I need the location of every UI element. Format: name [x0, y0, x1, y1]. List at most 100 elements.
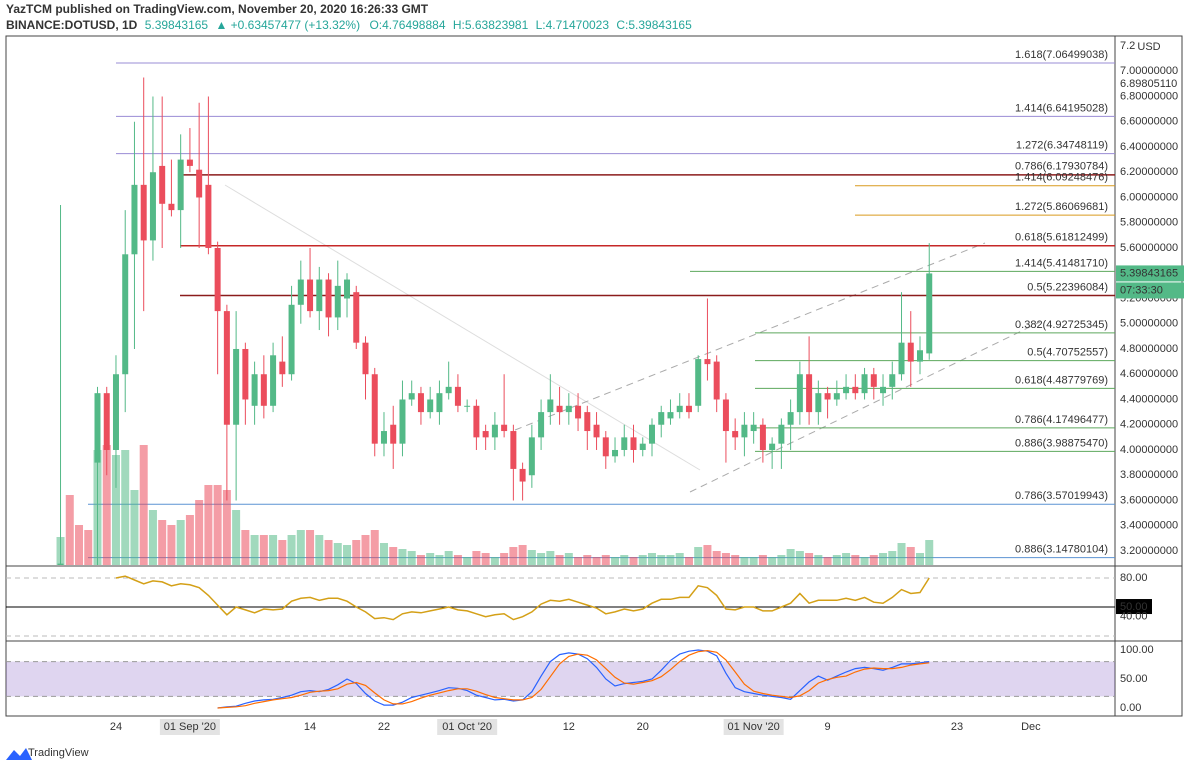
y-tick-label: 6.00000000 [1120, 191, 1178, 203]
y-tick-label: 4.40000000 [1120, 393, 1178, 405]
fib-label: 1.272(6.34748119) [1016, 140, 1108, 152]
volume-bar [879, 553, 888, 565]
candle-body [316, 279, 323, 312]
candle-body [741, 424, 748, 438]
volume-bar [869, 555, 878, 565]
x-tick-label: 24 [110, 721, 122, 733]
fib-label: 1.414(6.09248476) [1015, 172, 1108, 184]
candle-body [334, 285, 341, 318]
candle-body [630, 437, 637, 450]
candle-body [122, 254, 129, 375]
candle-body [103, 393, 110, 450]
candle-body [695, 359, 702, 406]
volume-bar [416, 555, 425, 565]
volume-bar [814, 555, 823, 565]
candle-body [297, 279, 304, 305]
volume-bar [564, 553, 573, 565]
volume-bar [250, 535, 259, 565]
candle-body [233, 348, 240, 425]
candle-body [824, 393, 831, 400]
volume-bar [546, 551, 555, 565]
candle-body [177, 159, 184, 211]
volume-bar [592, 557, 601, 565]
x-tick-label: 9 [825, 721, 831, 733]
y-tick-label: 7.00000000 [1120, 65, 1178, 77]
candle-body [205, 184, 212, 248]
candle-body [713, 361, 720, 400]
volume-bar [472, 551, 481, 565]
x-tick-label: 22 [378, 721, 390, 733]
channel-lower [689, 321, 1041, 493]
candle-body [168, 203, 175, 211]
volume-bar [537, 553, 546, 565]
candle-body [344, 279, 351, 299]
candle-body [621, 437, 628, 450]
candle-body [547, 399, 554, 413]
volume-bar [768, 557, 777, 565]
volume-bar [435, 555, 444, 565]
symbol: BINANCE:DOTUSD, 1D [6, 18, 138, 32]
volume-bar [832, 555, 841, 565]
x-tick-label: Dec [1021, 721, 1041, 733]
fib-label: 0.786(4.17496477) [1015, 414, 1108, 426]
volume-bar [278, 540, 287, 565]
volume-bar [287, 535, 296, 565]
volume-bar [842, 553, 851, 565]
countdown: 07:33:30 [1120, 284, 1163, 296]
y-tick-label: 7.2 [1120, 40, 1135, 52]
fib-label: 0.886(3.98875470) [1015, 437, 1108, 449]
volume-bar [629, 557, 638, 565]
y-tick-label: 3.80000000 [1120, 469, 1178, 481]
x-tick-label: 01 Nov '20 [728, 721, 780, 733]
candle-body [907, 342, 914, 362]
volume-bar [453, 555, 462, 565]
candle-body [270, 355, 277, 406]
volume-bar [102, 445, 111, 565]
candle-body [685, 405, 692, 413]
volume-bar [601, 555, 610, 565]
candle-body [288, 304, 295, 375]
volume-bar [490, 557, 499, 565]
y-tick-label: 6.20000000 [1120, 166, 1178, 178]
candle-body [436, 393, 443, 413]
volume-bar [167, 525, 176, 565]
candle-body [390, 424, 397, 444]
volume-bar [269, 535, 278, 565]
volume-bar [398, 549, 407, 565]
y-tick-label: 5.80000000 [1120, 217, 1178, 229]
candle-body [861, 374, 868, 394]
stoch-line [217, 649, 930, 709]
volume-bar [379, 543, 388, 565]
volume-bar [481, 553, 490, 565]
candle-body [769, 443, 776, 450]
y-tick-label: 3.20000000 [1120, 545, 1178, 557]
unit-box [1136, 40, 1162, 54]
candle-body [454, 386, 461, 406]
y-tick-label: 100.00 [1120, 644, 1154, 656]
candle-body [676, 405, 683, 413]
y-tick-label: 6.40000000 [1120, 141, 1178, 153]
candle-body [445, 386, 452, 394]
candle-body [852, 386, 859, 394]
candle-body [870, 374, 877, 387]
y-tick-label: 4.00000000 [1120, 444, 1178, 456]
candle-body [501, 424, 508, 432]
volume-bar [638, 555, 647, 565]
candle-body [880, 386, 887, 394]
pane [6, 575, 1115, 637]
candle-body [214, 247, 221, 312]
candle-body [898, 342, 905, 375]
volume-bar [148, 510, 157, 565]
candle-body [307, 279, 314, 312]
volume-bar [851, 555, 860, 565]
candle-body [796, 374, 803, 413]
volume-bar [259, 535, 268, 565]
candle-body [159, 165, 166, 204]
candle-body [917, 350, 924, 362]
x-tick-label: 23 [951, 721, 963, 733]
x-tick-box [723, 719, 784, 735]
candle-body [196, 169, 203, 198]
candle-body [140, 184, 147, 241]
fib-label: 1.414(6.64195028) [1015, 102, 1108, 114]
volume-bar [352, 540, 361, 565]
